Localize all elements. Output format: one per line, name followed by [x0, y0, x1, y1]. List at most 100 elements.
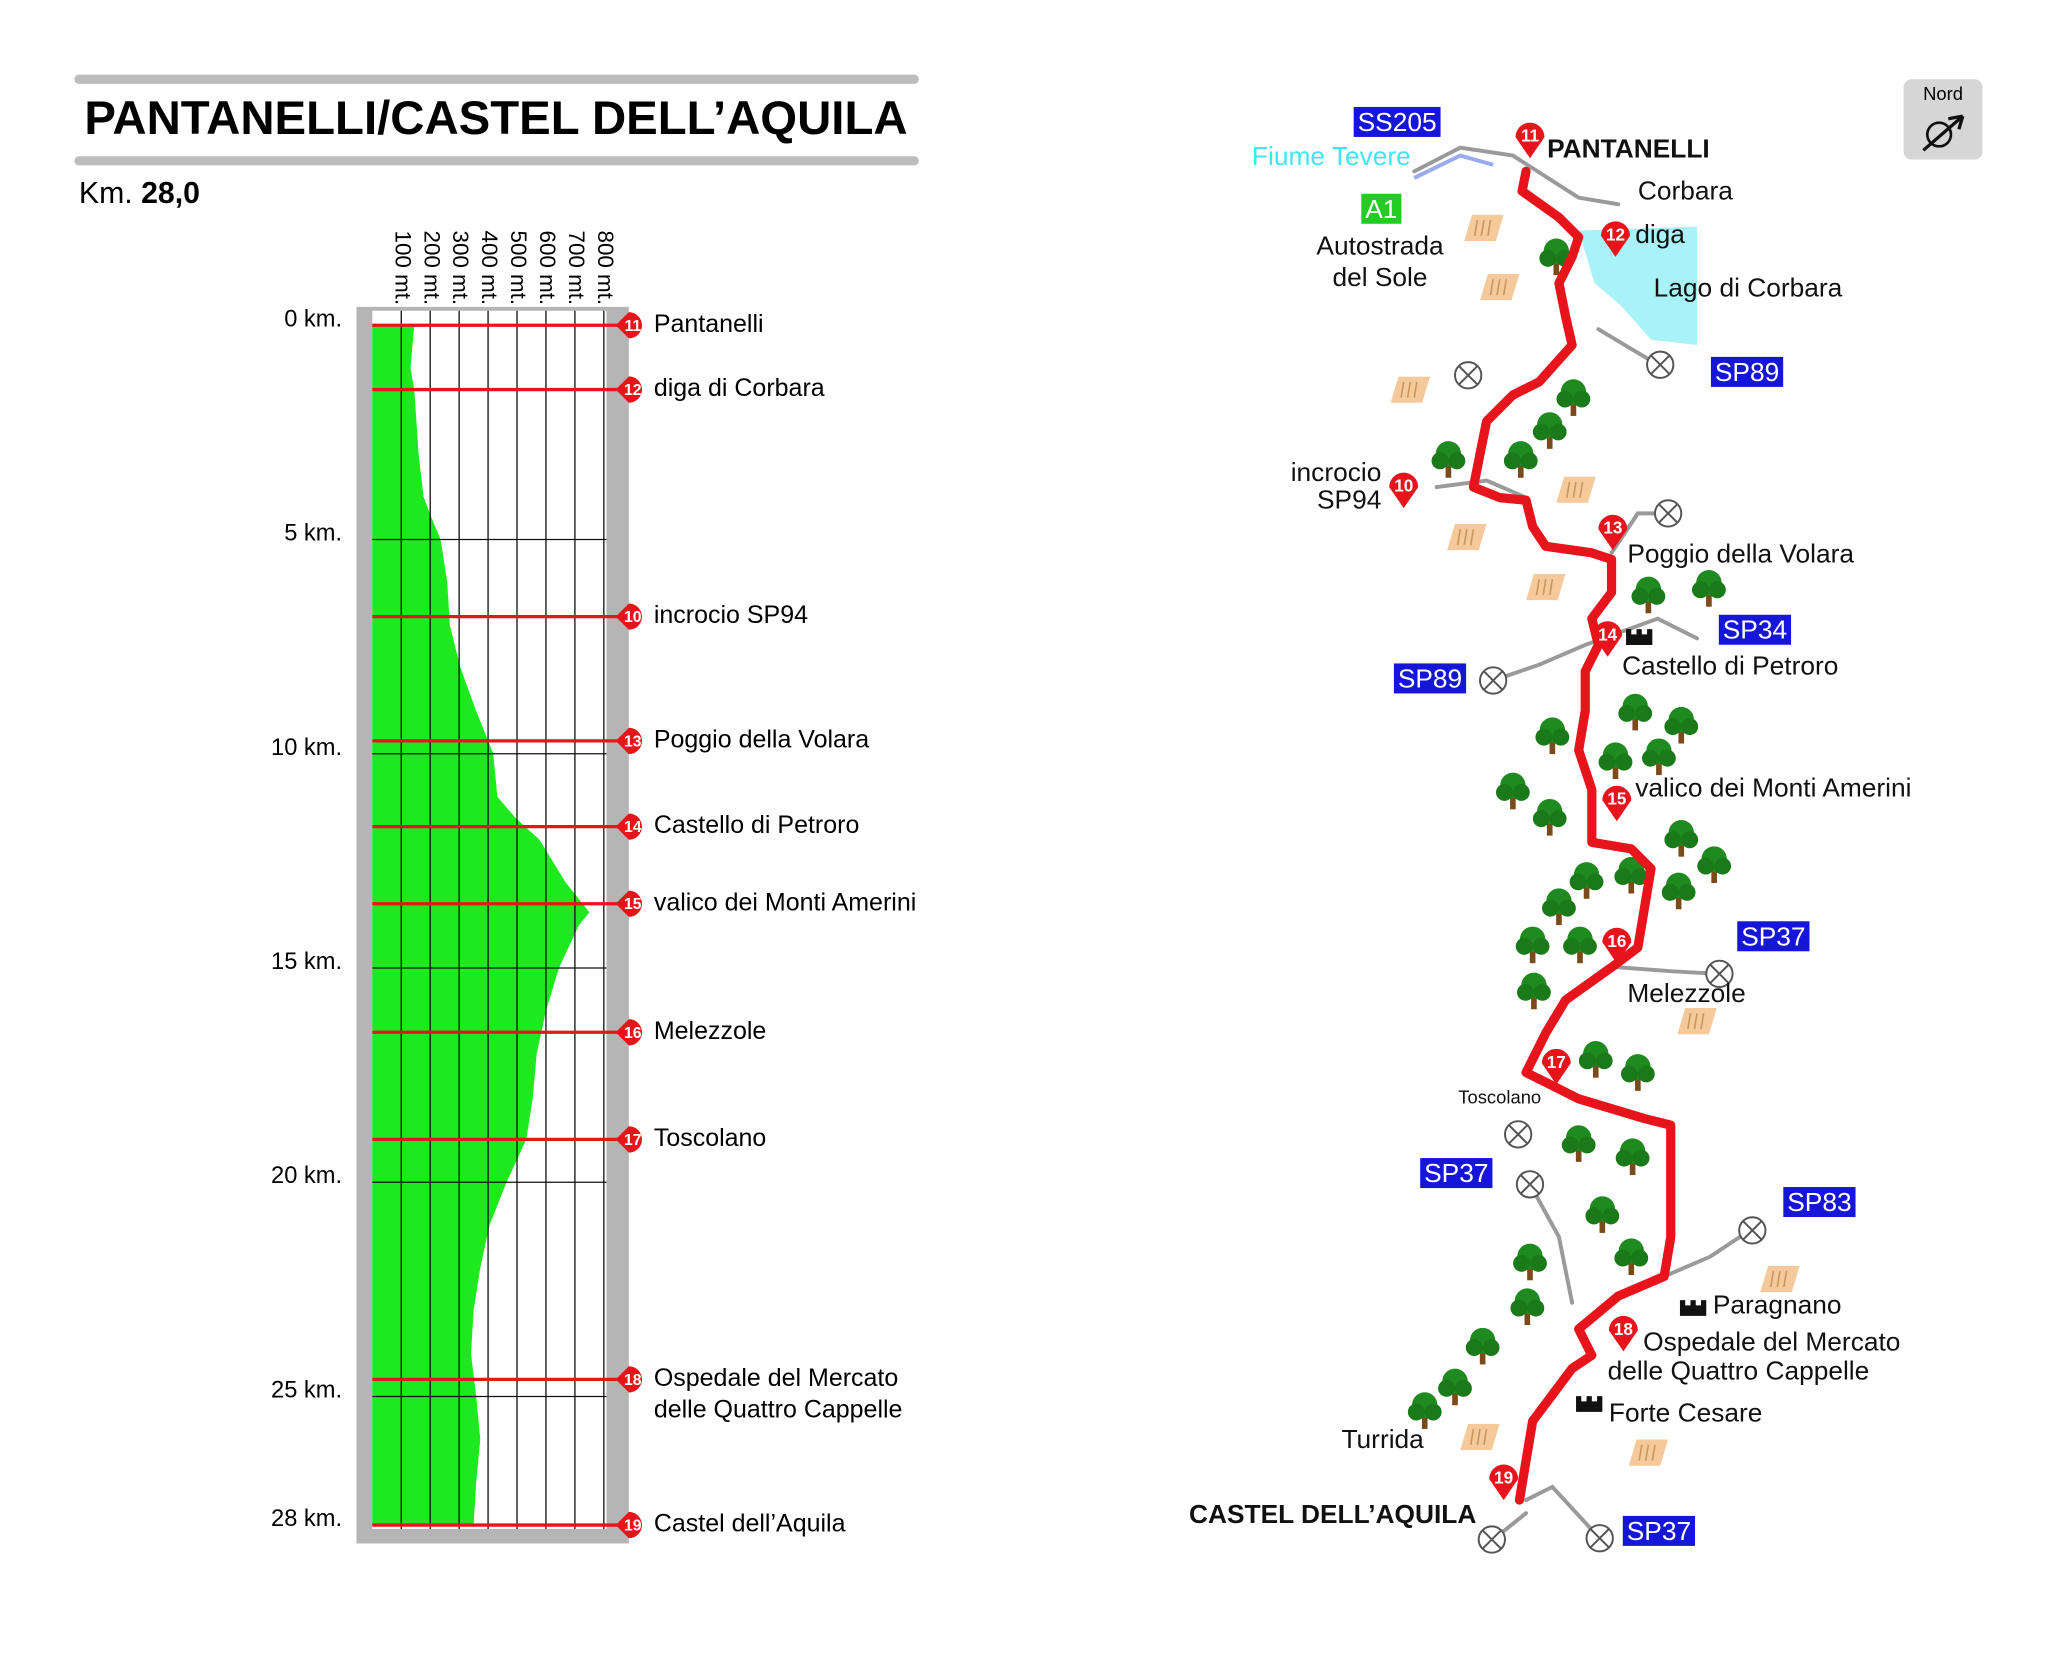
waypoint-number: 14	[624, 819, 642, 836]
town-label: PANTANELLI	[1547, 133, 1710, 163]
field	[1390, 376, 1431, 403]
crossing	[1738, 1216, 1767, 1245]
km-tick-label: 0 km.	[284, 306, 342, 332]
waypoint-number: 19	[624, 1518, 642, 1535]
pin-number: 11	[1521, 127, 1540, 146]
waypoint-number: 18	[624, 1372, 642, 1389]
field	[1628, 1439, 1669, 1466]
place-label: incrocio	[1291, 457, 1382, 487]
map-pin: 11	[1515, 122, 1545, 159]
waypoint-name: Pantanelli	[654, 310, 764, 338]
pin-number: 16	[1607, 932, 1626, 951]
road-label: SP37	[1741, 921, 1805, 951]
waypoint-name: Poggio della Volara	[654, 726, 869, 754]
castle-icon	[1576, 1396, 1603, 1412]
place-label: Melezzole	[1627, 978, 1745, 1008]
map-pin: 15	[1602, 785, 1632, 822]
pin-number: 18	[1614, 1320, 1633, 1339]
title: PANTANELLI/CASTEL DELL’AQUILA	[84, 92, 907, 145]
tree	[1495, 772, 1530, 810]
place-label: Lago di Corbara	[1654, 273, 1843, 303]
waypoint-name: Castel dell’Aquila	[654, 1510, 846, 1538]
label-box	[1737, 921, 1810, 952]
tree	[1513, 1243, 1547, 1281]
road-label: SP34	[1723, 615, 1787, 645]
km-tick-label: 5 km.	[284, 521, 342, 547]
road	[1662, 1228, 1752, 1279]
crossing	[1515, 1170, 1545, 1199]
crossing	[1653, 499, 1683, 528]
field	[1760, 1265, 1800, 1293]
waypoint-pin	[615, 603, 642, 630]
label-box	[1710, 356, 1784, 387]
castle-icon	[1679, 1300, 1707, 1316]
field	[1464, 214, 1504, 242]
castles	[1576, 629, 1707, 1412]
waypoint-name: diga di Corbara	[654, 374, 825, 402]
castle-icon	[1626, 629, 1653, 645]
lake	[1578, 226, 1698, 346]
pin-number: 17	[1547, 1053, 1566, 1072]
waypoint-pin	[615, 727, 642, 755]
tree	[1661, 872, 1696, 910]
tree	[1641, 738, 1676, 776]
tree	[1532, 412, 1567, 449]
tree	[1515, 926, 1550, 964]
crossing	[1479, 666, 1508, 695]
waypoint-number: 11	[624, 318, 641, 335]
waypoint-pin	[615, 890, 642, 917]
field	[1677, 1008, 1717, 1035]
tree	[1618, 693, 1653, 731]
route	[1468, 166, 1676, 1505]
map-pin: 14	[1593, 621, 1623, 657]
km-tick-label: 28 km.	[271, 1506, 342, 1532]
label-box	[1353, 106, 1441, 137]
tree	[1578, 1041, 1613, 1078]
place-label: diga	[1635, 219, 1685, 249]
pin-number: 19	[1494, 1469, 1513, 1488]
road	[1434, 478, 1529, 500]
road-label: A1	[1365, 194, 1397, 224]
map-pin: 18	[1608, 1315, 1638, 1352]
place-label: Corbara	[1638, 175, 1733, 205]
tree	[1697, 846, 1732, 883]
place-label: Turrida	[1341, 1424, 1424, 1454]
tree	[1631, 576, 1666, 614]
waypoint-pin	[615, 1366, 642, 1393]
waypoint-number: 13	[624, 733, 642, 750]
tree	[1532, 798, 1567, 836]
alt-tick-label: 100 mt.	[390, 231, 415, 306]
north-box	[1903, 79, 1983, 160]
label-box	[1361, 193, 1402, 224]
km-tick-label: 25 km.	[271, 1377, 342, 1403]
waypoint-pin	[615, 312, 642, 339]
waypoint-number: 16	[624, 1025, 642, 1042]
road-label: SS205	[1358, 107, 1437, 137]
km-tick-label: 20 km.	[271, 1163, 342, 1189]
place-label: Forte Cesare	[1609, 1398, 1762, 1428]
road-label: SP89	[1398, 663, 1462, 693]
map-pin: 12	[1601, 221, 1630, 257]
alt-tick-label: 500 mt.	[506, 231, 531, 306]
tree	[1664, 820, 1699, 857]
map-pin: 10	[1389, 472, 1419, 509]
road-label: SP37	[1627, 1516, 1691, 1546]
waypoint-pin	[615, 1126, 642, 1153]
field	[1460, 1423, 1500, 1451]
road	[1616, 965, 1719, 976]
pin-number: 15	[1607, 790, 1627, 809]
label-box	[1718, 614, 1792, 645]
label-box	[1420, 1158, 1493, 1189]
waypoint-name: Ospedale del Mercato	[654, 1364, 898, 1392]
elevation-area	[372, 325, 590, 1526]
tree	[1535, 717, 1570, 755]
tree	[1517, 972, 1551, 1010]
north-arrow	[1922, 114, 1965, 152]
label-box	[1622, 1515, 1696, 1546]
alt-tick-label: 400 mt.	[477, 231, 502, 306]
waypoint-name: valico dei Monti Amerini	[654, 888, 916, 916]
alt-tick-label: 300 mt.	[448, 231, 473, 306]
tree	[1438, 1368, 1472, 1406]
place-label: delle Quattro Cappelle	[1608, 1355, 1870, 1385]
